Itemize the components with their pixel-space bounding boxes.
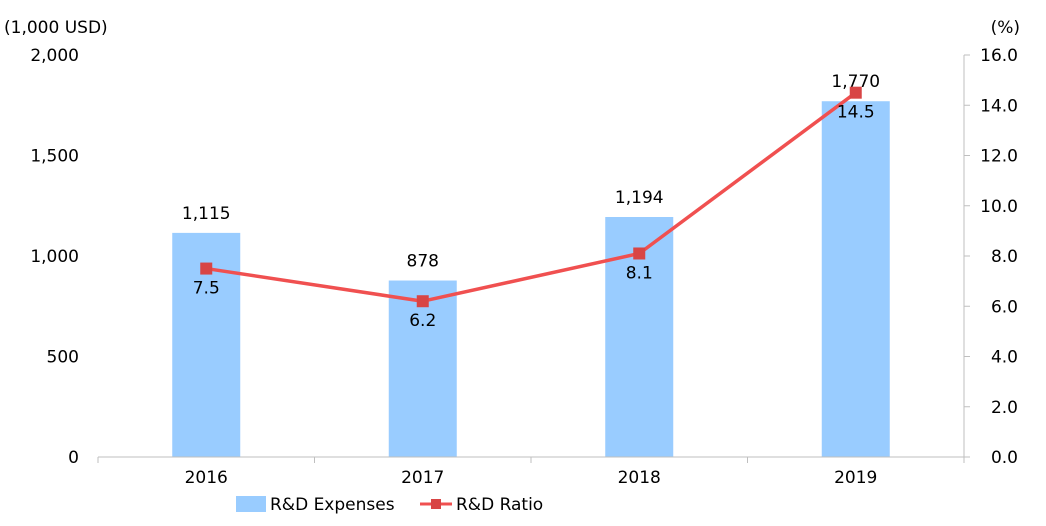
legend-swatch-rd-expenses bbox=[236, 496, 266, 512]
bar-2019 bbox=[821, 101, 890, 457]
line-series: 7.5 6.2 8.1 14.5 bbox=[193, 86, 875, 331]
right-tick-label: 14.0 bbox=[980, 96, 1018, 116]
rd-ratio-marker bbox=[416, 295, 429, 308]
legend-label-rd-ratio: R&D Ratio bbox=[456, 495, 543, 515]
right-axis: 0.0 2.0 4.0 6.0 8.0 10.0 12.0 14.0 16.0 bbox=[963, 46, 1018, 468]
bar-series: 1,115 878 1,194 1,770 bbox=[172, 72, 890, 457]
x-axis: 2016 2017 2018 2019 bbox=[97, 456, 965, 488]
left-axis-unit: (1,000 USD) bbox=[4, 18, 108, 38]
legend-marker-rd-ratio bbox=[431, 499, 441, 509]
right-tick-label: 16.0 bbox=[980, 46, 1018, 66]
legend-label-rd-expenses: R&D Expenses bbox=[270, 495, 395, 515]
legend: R&D Expenses R&D Ratio bbox=[236, 495, 543, 515]
right-tick-label: 6.0 bbox=[991, 297, 1018, 317]
x-tick-label: 2017 bbox=[401, 468, 444, 488]
bar-value-label: 878 bbox=[407, 252, 439, 272]
line-value-label: 14.5 bbox=[837, 103, 875, 123]
rd-ratio-marker bbox=[633, 247, 646, 260]
right-tick-label: 2.0 bbox=[991, 398, 1018, 418]
rd-ratio-marker bbox=[200, 262, 213, 275]
right-tick-label: 4.0 bbox=[991, 348, 1018, 368]
x-tick-label: 2018 bbox=[618, 468, 661, 488]
rd-ratio-line bbox=[205, 91, 857, 303]
right-tick-label: 8.0 bbox=[991, 247, 1018, 267]
left-tick-label: 500 bbox=[47, 348, 79, 368]
left-tick-label: 1,000 bbox=[30, 247, 79, 267]
line-value-label: 8.1 bbox=[626, 263, 653, 283]
bar-value-label: 1,194 bbox=[615, 188, 664, 208]
right-tick-label: 10.0 bbox=[980, 197, 1018, 217]
rd-ratio-marker bbox=[849, 86, 862, 99]
x-tick-label: 2019 bbox=[834, 468, 877, 488]
x-tick-label: 2016 bbox=[185, 468, 228, 488]
right-tick-label: 12.0 bbox=[980, 147, 1018, 167]
left-tick-label: 1,500 bbox=[30, 147, 79, 167]
left-tick-label: 0 bbox=[68, 448, 79, 468]
bar-value-label: 1,115 bbox=[182, 204, 231, 224]
left-axis: 0 500 1,000 1,500 2,000 bbox=[30, 46, 79, 468]
line-value-label: 6.2 bbox=[409, 311, 436, 331]
right-tick-label: 0.0 bbox=[991, 448, 1018, 468]
left-tick-label: 2,000 bbox=[30, 46, 79, 66]
bar-value-label: 1,770 bbox=[831, 72, 880, 92]
line-value-label: 7.5 bbox=[193, 279, 220, 299]
right-axis-unit: (%) bbox=[991, 18, 1020, 38]
bar-2017 bbox=[388, 280, 457, 457]
